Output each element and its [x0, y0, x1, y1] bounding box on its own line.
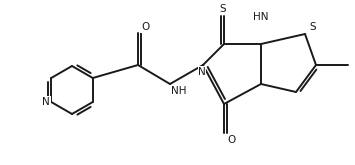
Text: O: O [227, 135, 235, 145]
Text: O: O [141, 22, 149, 32]
Text: S: S [220, 4, 226, 14]
Text: N: N [43, 97, 50, 107]
Text: S: S [309, 22, 316, 32]
Text: NH: NH [171, 86, 186, 96]
Text: N: N [198, 67, 206, 77]
Text: HN: HN [253, 12, 269, 22]
